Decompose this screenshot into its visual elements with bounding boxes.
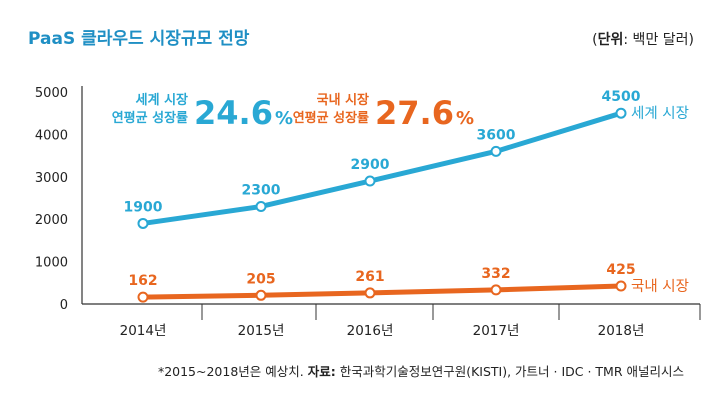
x-tick-label: 2018년 [598, 323, 645, 339]
series-name-label: 세계 시장 [631, 105, 689, 122]
domestic-annotation: 국내 시장 연평균 성장률 27.6% [293, 92, 474, 132]
data-label: 162 [128, 273, 157, 289]
series-line-domestic [140, 283, 624, 300]
data-label: 3600 [477, 127, 516, 143]
x-tick-label: 2017년 [473, 323, 520, 339]
y-tick-label: 4000 [35, 128, 68, 143]
y-ticks: 0 1000 2000 3000 4000 5000 [35, 86, 68, 313]
data-label: 2300 [242, 182, 281, 198]
world-annotation-line2: 연평균 성장률 [112, 110, 188, 126]
unit-label-bold: 단위 [598, 31, 624, 48]
world-annotation-line1: 세계 시장 [136, 92, 188, 108]
x-tick-label: 2015년 [238, 323, 285, 339]
data-point [490, 284, 502, 296]
y-tick-label: 2000 [35, 213, 68, 228]
footnote: *2015~2018년은 예상치. 자료: 한국과학기술정보연구원(KISTI)… [158, 364, 684, 379]
data-point [615, 280, 627, 292]
x-tick-label: 2014년 [120, 323, 167, 339]
data-label: 2900 [351, 157, 390, 173]
data-label: 4500 [602, 89, 641, 105]
data-point [137, 217, 149, 229]
domestic-annotation-line2: 연평균 성장률 [293, 110, 369, 126]
data-label: 332 [481, 266, 510, 282]
data-point [615, 107, 627, 119]
world-growth-rate: 24.6% [194, 94, 293, 132]
y-tick-label: 3000 [35, 171, 68, 186]
unit-label: (단위: 백만 달러) [592, 31, 694, 48]
data-point [490, 145, 502, 157]
domestic-growth-rate: 27.6% [375, 94, 474, 132]
world-annotation: 세계 시장 연평균 성장률 24.6% [112, 92, 293, 132]
y-tick-label: 1000 [35, 256, 68, 271]
data-label: 1900 [124, 199, 163, 215]
data-point [364, 287, 376, 299]
data-point [364, 175, 376, 187]
x-ticks: 2014년 2015년 2016년 2017년 2018년 [120, 304, 701, 339]
data-point [137, 291, 149, 303]
data-point [255, 200, 267, 212]
x-tick-label: 2016년 [347, 323, 394, 339]
y-tick-label: 5000 [35, 86, 68, 101]
data-label: 205 [246, 271, 275, 287]
unit-label-rest: : 백만 달러 [623, 32, 688, 48]
chart-title: PaaS 클라우드 시장규모 전망 [28, 29, 250, 49]
series-name-label: 국내 시장 [631, 278, 689, 295]
domestic-annotation-line1: 국내 시장 [317, 92, 369, 108]
data-point [255, 289, 267, 301]
data-label: 425 [606, 262, 635, 278]
y-tick-label: 0 [60, 298, 68, 313]
data-label: 261 [355, 269, 384, 285]
